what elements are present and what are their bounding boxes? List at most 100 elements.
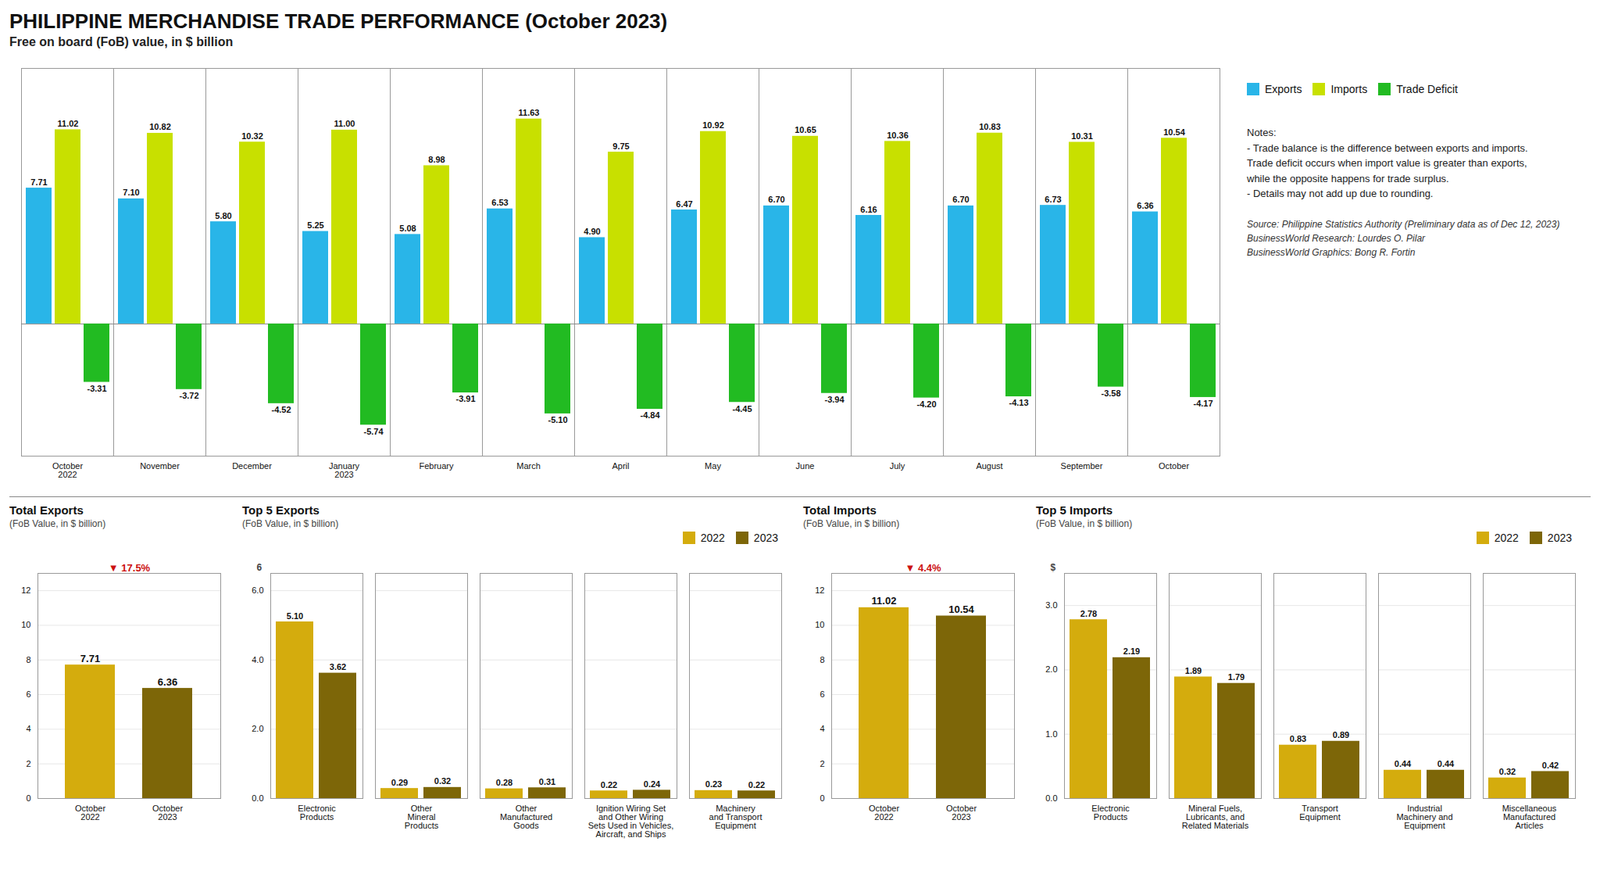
svg-text:10.92: 10.92 bbox=[702, 120, 725, 130]
svg-text:9.75: 9.75 bbox=[612, 141, 629, 151]
svg-text:0: 0 bbox=[25, 792, 31, 803]
svg-text:6: 6 bbox=[819, 689, 825, 699]
svg-text:12: 12 bbox=[814, 585, 825, 595]
svg-text:1.79: 1.79 bbox=[1228, 671, 1245, 682]
svg-text:10.83: 10.83 bbox=[978, 121, 1001, 132]
svg-text:0.0: 0.0 bbox=[251, 792, 264, 803]
svg-text:5.80: 5.80 bbox=[214, 210, 232, 221]
svg-text:0.44: 0.44 bbox=[1394, 758, 1412, 768]
svg-text:0.23: 0.23 bbox=[705, 778, 722, 789]
svg-text:0.31: 0.31 bbox=[539, 775, 556, 786]
svg-text:5.10: 5.10 bbox=[286, 610, 304, 620]
svg-text:6.70: 6.70 bbox=[952, 195, 969, 205]
svg-text:4.90: 4.90 bbox=[583, 226, 600, 236]
svg-text:5.08: 5.08 bbox=[399, 223, 416, 233]
svg-text:0.44: 0.44 bbox=[1437, 758, 1455, 768]
svg-text:-3.72: -3.72 bbox=[178, 390, 199, 400]
svg-text:-3.58: -3.58 bbox=[1100, 388, 1121, 398]
svg-text:0.0: 0.0 bbox=[1045, 792, 1058, 803]
svg-text:0.32: 0.32 bbox=[1499, 766, 1516, 776]
svg-text:June: June bbox=[796, 460, 815, 471]
svg-text:8: 8 bbox=[819, 653, 825, 664]
svg-text:-3.94: -3.94 bbox=[824, 394, 845, 404]
svg-text:-3.31: -3.31 bbox=[86, 383, 107, 393]
svg-text:11.02: 11.02 bbox=[57, 118, 79, 129]
svg-text:IndustrialMachinery andEquipme: IndustrialMachinery andEquipment bbox=[1396, 803, 1453, 830]
svg-text:2.0: 2.0 bbox=[251, 723, 264, 733]
svg-text:0.32: 0.32 bbox=[434, 775, 451, 786]
svg-text:2.78: 2.78 bbox=[1080, 607, 1097, 618]
svg-text:2.0: 2.0 bbox=[1045, 664, 1058, 674]
svg-text:Ignition Wiring Setand Other W: Ignition Wiring Setand Other WiringSets … bbox=[588, 803, 674, 839]
svg-text:Machineryand TransportEquipmen: Machineryand TransportEquipment bbox=[709, 803, 763, 830]
svg-text:OtherMineralProducts: OtherMineralProducts bbox=[404, 803, 440, 830]
svg-text:-4.20: -4.20 bbox=[916, 399, 936, 409]
svg-text:4: 4 bbox=[25, 723, 31, 733]
svg-text:October: October bbox=[1158, 460, 1190, 471]
svg-text:11.63: 11.63 bbox=[518, 107, 540, 118]
svg-text:8: 8 bbox=[25, 653, 31, 664]
svg-text:October2023: October2023 bbox=[946, 803, 977, 822]
svg-text:August: August bbox=[975, 460, 1003, 471]
svg-text:July: July bbox=[889, 460, 906, 471]
svg-text:ElectronicProducts: ElectronicProducts bbox=[297, 803, 336, 822]
svg-text:$: $ bbox=[1050, 561, 1057, 573]
svg-text:0.22: 0.22 bbox=[600, 778, 618, 789]
svg-text:-5.10: -5.10 bbox=[547, 414, 568, 425]
svg-text:March: March bbox=[516, 460, 541, 471]
svg-text:-4.17: -4.17 bbox=[1192, 398, 1213, 408]
svg-text:February: February bbox=[418, 460, 454, 471]
svg-text:April: April bbox=[611, 460, 629, 471]
svg-text:-5.74: -5.74 bbox=[363, 426, 384, 436]
svg-text:6.47: 6.47 bbox=[675, 199, 693, 209]
svg-text:6.36: 6.36 bbox=[1136, 200, 1154, 211]
svg-text:6.70: 6.70 bbox=[767, 195, 785, 205]
svg-text:10.82: 10.82 bbox=[149, 122, 172, 133]
svg-text:November: November bbox=[139, 460, 180, 471]
svg-text:0.89: 0.89 bbox=[1332, 729, 1350, 740]
svg-text:▼ 17.5%: ▼ 17.5% bbox=[108, 560, 151, 573]
svg-text:TransportEquipment: TransportEquipment bbox=[1299, 803, 1341, 822]
svg-text:10.65: 10.65 bbox=[794, 125, 817, 135]
svg-text:6.73: 6.73 bbox=[1044, 194, 1061, 204]
svg-text:October2022: October2022 bbox=[52, 460, 83, 479]
svg-text:7.71: 7.71 bbox=[30, 177, 47, 187]
svg-text:4: 4 bbox=[819, 723, 825, 733]
svg-text:7.71: 7.71 bbox=[80, 651, 100, 664]
svg-text:October2022: October2022 bbox=[75, 803, 106, 822]
svg-text:0.29: 0.29 bbox=[391, 776, 408, 786]
svg-text:6.16: 6.16 bbox=[860, 204, 877, 215]
svg-text:0.22: 0.22 bbox=[748, 778, 765, 789]
svg-text:0.83: 0.83 bbox=[1289, 733, 1307, 743]
svg-text:11.02: 11.02 bbox=[871, 594, 897, 607]
svg-text:0: 0 bbox=[819, 792, 825, 803]
svg-text:-4.13: -4.13 bbox=[1008, 398, 1029, 408]
svg-text:October2022: October2022 bbox=[868, 803, 900, 822]
svg-text:4.0: 4.0 bbox=[251, 653, 264, 664]
svg-text:December: December bbox=[232, 460, 272, 471]
svg-text:MiscellaneousManufacturedArtic: MiscellaneousManufacturedArticles bbox=[1502, 803, 1558, 830]
svg-text:6.36: 6.36 bbox=[157, 675, 178, 687]
svg-text:2: 2 bbox=[25, 757, 31, 768]
svg-text:6.53: 6.53 bbox=[491, 197, 508, 208]
svg-text:May: May bbox=[704, 460, 722, 471]
svg-text:Mineral Fuels,Lubricants, andR: Mineral Fuels,Lubricants, andRelated Mat… bbox=[1182, 803, 1250, 830]
svg-text:10.36: 10.36 bbox=[886, 130, 909, 140]
svg-text:3.0: 3.0 bbox=[1045, 600, 1058, 610]
svg-text:0.24: 0.24 bbox=[643, 778, 661, 788]
svg-text:0.28: 0.28 bbox=[496, 777, 513, 787]
svg-text:2.19: 2.19 bbox=[1123, 646, 1140, 656]
svg-text:7.10: 7.10 bbox=[122, 188, 140, 198]
svg-text:12: 12 bbox=[21, 585, 31, 595]
svg-text:10.54: 10.54 bbox=[1163, 127, 1186, 137]
svg-text:-4.84: -4.84 bbox=[639, 410, 661, 421]
svg-text:ElectronicProducts: ElectronicProducts bbox=[1091, 803, 1130, 822]
svg-text:OtherManufacturedGoods: OtherManufacturedGoods bbox=[500, 803, 553, 830]
svg-text:September: September bbox=[1060, 460, 1104, 471]
svg-text:6: 6 bbox=[257, 561, 263, 573]
svg-text:-4.45: -4.45 bbox=[732, 403, 752, 414]
svg-text:1.0: 1.0 bbox=[1045, 728, 1058, 738]
svg-text:10.54: 10.54 bbox=[948, 603, 975, 615]
svg-text:6: 6 bbox=[25, 689, 31, 699]
svg-text:5.25: 5.25 bbox=[307, 220, 324, 230]
